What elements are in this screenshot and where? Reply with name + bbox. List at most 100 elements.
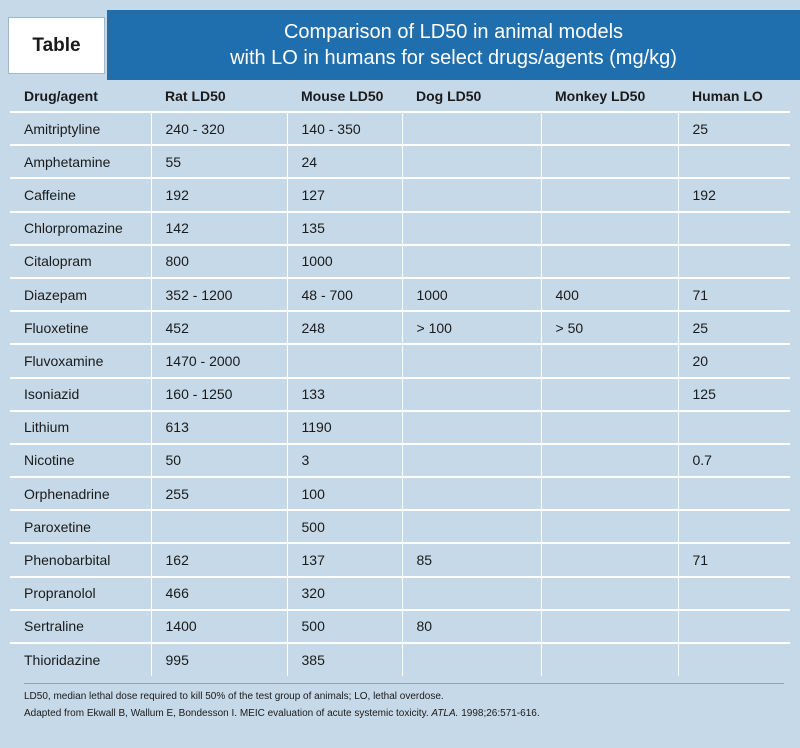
value-cell [677,641,790,677]
value-cell [401,210,541,245]
footnote-definitions: LD50, median lethal dose required to kil… [24,691,444,702]
value-cell: 352 - 1200 [150,276,287,312]
drug-name-cell: Fluoxetine [10,310,151,345]
value-cell: 995 [150,641,287,677]
value-cell: 500 [286,608,402,643]
drug-name-cell: Orphenadrine [10,476,151,511]
drug-name-cell: Sertraline [10,608,151,643]
value-cell: 24 [286,144,402,179]
value-cell: 50 [150,442,287,478]
value-cell: 137 [286,542,402,577]
table-row: Fluvoxamine 1470 - 2000 20 [10,343,790,378]
value-cell [286,343,402,378]
value-cell: 100 [286,476,402,511]
value-cell: 140 - 350 [286,110,402,146]
value-cell [540,476,678,511]
drug-name-cell: Thioridazine [10,641,151,677]
table-title-line-1: Comparison of LD50 in animal models [283,21,624,43]
table-row: Orphenadrine 255 100 [10,476,790,511]
value-cell [401,575,541,610]
value-cell [677,509,790,544]
value-cell [540,210,678,245]
drug-name-cell: Isoniazid [10,376,151,411]
value-cell: 162 [150,542,287,577]
table-row: Nicotine 50 3 0.7 [10,442,790,478]
value-cell: 1400 [150,608,287,643]
column-header: Monkey LD50 [541,80,678,113]
value-cell [540,542,678,577]
footnote-source: Adapted from Ekwall B, Wallum E, Bondess… [24,705,784,722]
value-cell [540,110,678,146]
value-cell: 385 [286,641,402,677]
value-cell [540,243,678,278]
drug-name-cell: Amitriptyline [10,110,151,146]
value-cell [540,442,678,478]
value-cell: 160 - 1250 [150,376,287,411]
table-row: Sertraline 1400 500 80 [10,608,790,643]
value-cell [401,409,541,444]
value-cell [540,641,678,677]
value-cell [401,509,541,544]
value-cell: 25 [677,110,790,146]
column-header: Drug/agent [10,80,151,113]
table-title: Comparison of LD50 in animal models with… [107,10,800,80]
value-cell [677,608,790,643]
value-cell: 135 [286,210,402,245]
value-cell [677,144,790,179]
value-cell [540,144,678,179]
table-row: Phenobarbital 162 137 85 71 [10,542,790,577]
table-header-row: Drug/agent Rat LD50 Mouse LD50 Dog LD50 Monk… [10,80,790,113]
value-cell [540,343,678,378]
value-cell: 1190 [286,409,402,444]
drug-name-cell: Caffeine [10,177,151,212]
value-cell [401,144,541,179]
value-cell [150,509,287,544]
value-cell [677,243,790,278]
table-row: Amphetamine 55 24 [10,144,790,179]
table-row: Diazepam 352 - 1200 48 - 700 1000 400 71 [10,276,790,312]
table-row: Fluoxetine 452 248 > 100 > 50 25 [10,310,790,345]
value-cell: 192 [677,177,790,212]
value-cell: 1000 [286,243,402,278]
value-cell [540,575,678,610]
value-cell [401,476,541,511]
table-row: Caffeine 192 127 192 [10,177,790,212]
value-cell [540,177,678,212]
drug-name-cell: Fluvoxamine [10,343,151,378]
value-cell [401,243,541,278]
value-cell: 127 [286,177,402,212]
value-cell: 71 [677,276,790,312]
value-cell: > 50 [540,310,678,345]
value-cell [540,409,678,444]
footnote-journal: ATLA. [431,708,459,719]
value-cell: 800 [150,243,287,278]
value-cell: 1000 [401,276,541,312]
value-cell [401,343,541,378]
drug-name-cell: Diazepam [10,276,151,312]
value-cell [677,476,790,511]
footnote-source-text: Adapted from Ekwall B, Wallum E, Bondess… [24,708,432,719]
table-tag-label: Table [8,17,105,74]
value-cell: 255 [150,476,287,511]
table-title-line-2: with LO in humans for select drugs/agent… [230,47,677,69]
value-cell: 55 [150,144,287,179]
value-cell: 85 [401,542,541,577]
value-cell: 0.7 [677,442,790,478]
column-header: Rat LD50 [151,80,287,113]
value-cell [401,641,541,677]
value-cell: 133 [286,376,402,411]
value-cell: 320 [286,575,402,610]
value-cell: 80 [401,608,541,643]
value-cell [677,409,790,444]
value-cell [401,110,541,146]
value-cell: 3 [286,442,402,478]
value-cell [677,575,790,610]
table-row: Paroxetine 500 [10,509,790,544]
value-cell: > 100 [401,310,541,345]
data-table: Drug/agent Rat LD50 Mouse LD50 Dog LD50 Monk… [10,80,790,677]
table-row: Thioridazine 995 385 [10,641,790,677]
table-body: Amitriptyline 240 - 320 140 - 350 25 Ampheta… [10,110,790,677]
drug-name-cell: Paroxetine [10,509,151,544]
table-row: Lithium 613 1190 [10,409,790,444]
value-cell [540,509,678,544]
